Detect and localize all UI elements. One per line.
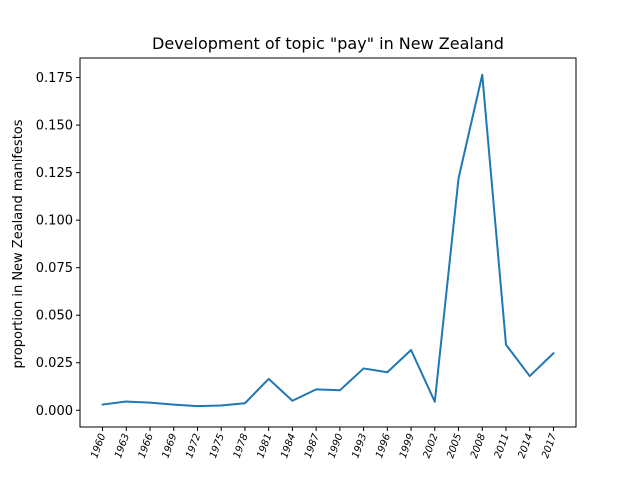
x-tick-label: 2002 [422, 432, 441, 460]
x-tick-label: 1966 [137, 432, 156, 460]
chart-title: Development of topic "pay" in New Zealan… [152, 34, 504, 53]
x-tick-label: 1993 [350, 432, 369, 460]
y-tick-label: 0.075 [36, 261, 73, 276]
y-tick-label: 0.000 [36, 404, 73, 419]
x-tick-label: 2008 [469, 432, 488, 460]
series-layer [101, 73, 555, 408]
y-tick-label: 0.050 [36, 309, 73, 324]
y-axis-label: proportion in New Zealand manifestos [11, 119, 26, 368]
x-tick-label: 1990 [327, 432, 346, 460]
series-line [101, 73, 555, 408]
x-tick-label: 1999 [398, 432, 417, 460]
y-tick-label: 0.125 [36, 166, 73, 181]
plot-area-frame [79, 57, 577, 428]
y-axis-ticks: 0.000 0.025 0.050 0.075 0.100 0.125 0.150 0.175 [36, 71, 80, 419]
y-tick-label: 0.175 [36, 71, 73, 86]
x-tick-label: 1978 [232, 432, 251, 460]
y-tick-label: 0.025 [36, 356, 73, 371]
x-tick-label: 1996 [374, 432, 393, 460]
x-tick-label: 1981 [255, 432, 274, 460]
x-tick-label: 1975 [208, 432, 227, 460]
x-tick-label: 1969 [161, 432, 180, 460]
x-axis-ticks: 1960 1963 1966 1969 1972 1975 1978 1981 1984 1987… [89, 427, 559, 460]
x-tick-label: 1972 [184, 432, 203, 460]
y-tick-label: 0.150 [36, 119, 73, 134]
x-tick-label: 2011 [493, 432, 512, 460]
x-tick-label: 1984 [279, 432, 298, 460]
y-tick-label: 0.100 [36, 214, 73, 229]
x-tick-label: 1987 [303, 432, 322, 460]
x-tick-label: 1960 [89, 432, 108, 460]
x-tick-label: 2005 [445, 432, 464, 460]
x-tick-label: 1963 [113, 432, 132, 460]
x-tick-label: 2014 [516, 432, 535, 460]
x-tick-label: 2017 [540, 432, 559, 460]
